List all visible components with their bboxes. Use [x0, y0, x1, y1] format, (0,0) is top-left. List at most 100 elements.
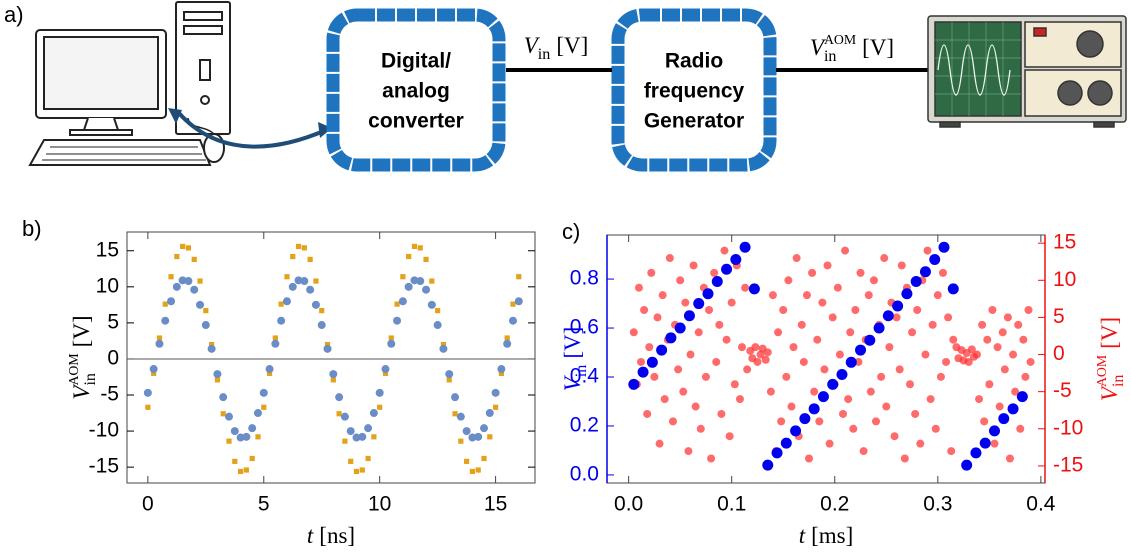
x-tick-label: 5: [258, 493, 270, 516]
point: [947, 447, 956, 456]
point: [802, 291, 811, 300]
point: [498, 370, 504, 376]
point: [676, 276, 685, 285]
point: [143, 388, 152, 397]
point: [145, 404, 151, 410]
point: [462, 427, 471, 436]
point: [900, 454, 909, 463]
point: [440, 341, 447, 348]
point: [323, 344, 332, 353]
point: [717, 409, 726, 418]
point: [497, 365, 506, 374]
point: [259, 388, 268, 397]
point: [451, 393, 460, 402]
block-label: Generator: [644, 110, 744, 133]
point: [307, 256, 313, 263]
point: [481, 455, 487, 462]
y2-tick-label: -15: [1053, 453, 1083, 476]
point: [882, 402, 891, 411]
point: [184, 277, 193, 286]
point: [628, 378, 640, 390]
y-tick-label: 0.4: [570, 365, 600, 388]
x-tick-label: 0.0: [614, 493, 643, 516]
block-label: Digital/: [381, 50, 451, 73]
point: [836, 369, 848, 381]
point: [871, 417, 880, 426]
point: [938, 241, 950, 253]
point: [928, 320, 937, 329]
point: [980, 417, 989, 426]
point: [668, 417, 677, 426]
point: [1009, 350, 1018, 359]
point: [643, 409, 652, 418]
point: [855, 344, 867, 356]
point: [161, 316, 170, 325]
point: [301, 245, 307, 251]
point: [998, 328, 1007, 337]
point: [851, 305, 860, 314]
y-tick-label: 0.2: [570, 414, 599, 437]
x-tick-label: 0.2: [820, 493, 849, 516]
label-symbol: t: [307, 523, 314, 548]
point: [715, 320, 724, 329]
point: [650, 372, 659, 381]
axis-label: t [ns]: [307, 523, 355, 548]
point: [841, 246, 850, 255]
point: [710, 268, 719, 277]
point: [646, 356, 658, 368]
y2-tick-label: -5: [1053, 379, 1072, 402]
point: [348, 458, 354, 464]
point: [151, 370, 157, 376]
point: [1005, 454, 1014, 463]
point: [880, 254, 889, 263]
point: [435, 308, 441, 314]
point: [230, 427, 239, 436]
point: [885, 343, 894, 352]
y-tick-label: -10: [89, 419, 119, 442]
point: [720, 246, 729, 255]
point: [422, 285, 431, 294]
y-tick-label: 10: [96, 274, 119, 297]
x-tick-label: 15: [484, 493, 507, 516]
point: [458, 438, 464, 444]
point: [944, 313, 953, 322]
label-subscript: in: [1110, 375, 1127, 388]
point: [792, 254, 801, 263]
point: [516, 274, 522, 280]
point: [784, 276, 793, 285]
point: [410, 276, 419, 285]
point: [739, 241, 751, 253]
point: [456, 412, 465, 421]
oscilloscope-icon: [927, 15, 1127, 128]
point: [743, 365, 752, 374]
y-tick-label: 0.0: [570, 462, 599, 485]
point: [694, 328, 703, 337]
y-tick-label: -5: [100, 383, 119, 406]
point: [989, 425, 1001, 437]
point: [342, 438, 348, 444]
point: [508, 316, 517, 325]
point: [873, 322, 885, 334]
point: [510, 301, 516, 307]
point: [423, 256, 429, 263]
point: [689, 261, 698, 270]
point: [995, 402, 1004, 411]
point: [705, 305, 714, 314]
point: [330, 377, 336, 383]
point: [696, 424, 705, 433]
x-tick-label: 0.4: [1026, 493, 1056, 516]
point: [201, 321, 210, 330]
point: [817, 391, 829, 403]
label-unit: [V]: [1097, 317, 1122, 349]
point: [353, 468, 360, 475]
point: [1011, 387, 1020, 396]
point: [282, 297, 291, 306]
point: [766, 387, 775, 396]
point: [741, 283, 750, 292]
point: [439, 344, 448, 353]
point: [469, 468, 476, 475]
point: [156, 335, 163, 341]
point: [892, 300, 904, 312]
point: [674, 365, 683, 374]
point: [290, 253, 296, 260]
